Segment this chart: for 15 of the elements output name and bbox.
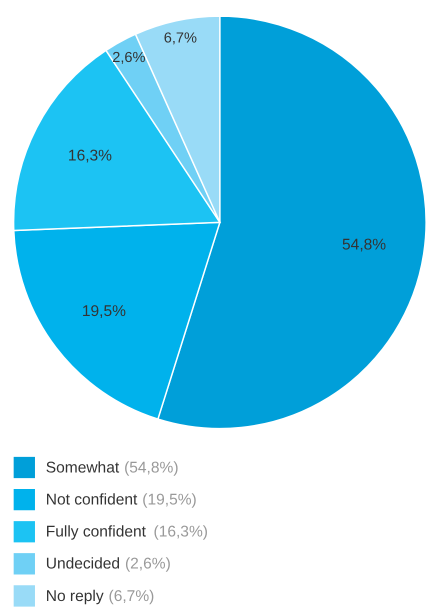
- text: (19,5%): [142, 491, 197, 508]
- text: (2,6%): [124, 556, 171, 573]
- text: (6,7%): [108, 588, 154, 605]
- legend-label: Not confident: [46, 491, 138, 508]
- legend-label: Fully confident: [46, 524, 147, 541]
- legend-label: Undecided: [46, 556, 120, 573]
- data-label: 16,3%: [68, 148, 112, 165]
- text: (54,8%): [124, 459, 179, 476]
- data-label: 54,8%: [342, 236, 386, 254]
- data-label: 6,7%: [164, 30, 198, 47]
- data-label: 2,6%: [112, 50, 146, 66]
- text: (16,3%): [154, 524, 208, 541]
- legend-label: Somewhat: [46, 459, 120, 476]
- legend-label: No reply: [46, 588, 104, 605]
- data-label: 19,5%: [82, 302, 126, 320]
